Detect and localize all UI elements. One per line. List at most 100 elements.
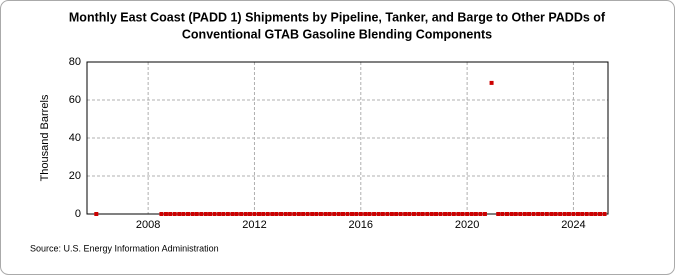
point: [212, 212, 217, 216]
point: [558, 212, 563, 216]
point: [163, 212, 168, 216]
point: [531, 212, 536, 216]
point: [230, 212, 235, 216]
point: [473, 212, 478, 216]
point: [398, 212, 403, 216]
point: [509, 212, 514, 216]
point: [310, 212, 315, 216]
point: [489, 80, 494, 85]
point: [177, 212, 182, 216]
point: [358, 212, 363, 216]
y-axis-label: Thousand Barrels: [39, 94, 51, 181]
point: [296, 212, 301, 216]
point: [380, 212, 385, 216]
point: [287, 212, 292, 216]
y-tick-label: 40: [69, 132, 81, 144]
point: [372, 212, 377, 216]
point: [354, 212, 359, 216]
point: [279, 212, 284, 216]
source-note: Source: U.S. Energy Information Administ…: [30, 243, 219, 253]
point: [549, 212, 554, 216]
point: [221, 212, 226, 216]
point: [256, 212, 261, 216]
point: [168, 212, 173, 216]
x-tick-label: 2008: [136, 219, 160, 231]
point: [403, 212, 408, 216]
point: [385, 212, 390, 216]
point: [363, 212, 368, 216]
point: [270, 212, 275, 216]
point: [447, 212, 452, 216]
point: [518, 212, 523, 216]
point: [172, 212, 177, 216]
point: [94, 212, 99, 216]
point: [598, 212, 603, 216]
point: [536, 212, 541, 216]
point: [159, 212, 164, 216]
x-tick-label: 2024: [561, 219, 585, 231]
point: [350, 212, 355, 216]
point: [323, 212, 328, 216]
point: [305, 212, 310, 216]
point: [340, 212, 345, 216]
point: [438, 212, 443, 216]
point: [482, 212, 487, 216]
point: [443, 212, 448, 216]
point: [194, 212, 199, 216]
point: [416, 212, 421, 216]
point: [544, 212, 549, 216]
point: [589, 212, 594, 216]
point: [292, 212, 297, 216]
point: [602, 212, 607, 216]
point: [394, 212, 399, 216]
point: [181, 212, 186, 216]
point: [239, 212, 244, 216]
y-tick-label: 0: [75, 208, 81, 220]
point: [527, 212, 532, 216]
chart-title: Monthly East Coast (PADD 1) Shipments by…: [69, 10, 606, 24]
point: [274, 212, 279, 216]
point: [234, 212, 239, 216]
point: [571, 212, 576, 216]
point: [425, 212, 430, 216]
point: [456, 212, 461, 216]
point: [301, 212, 306, 216]
point: [562, 212, 567, 216]
y-tick-label: 20: [69, 170, 81, 182]
point: [580, 212, 585, 216]
point: [252, 212, 257, 216]
point: [261, 212, 266, 216]
point: [376, 212, 381, 216]
point: [332, 212, 337, 216]
point: [345, 212, 350, 216]
point: [199, 212, 204, 216]
point: [318, 212, 323, 216]
point: [327, 212, 332, 216]
x-tick-label: 2016: [349, 219, 373, 231]
x-tick-label: 2012: [242, 219, 266, 231]
point: [225, 212, 230, 216]
y-tick-label: 60: [69, 94, 81, 106]
point: [496, 212, 501, 216]
point: [190, 212, 195, 216]
point: [553, 212, 558, 216]
point: [465, 212, 470, 216]
point: [540, 212, 545, 216]
point: [243, 212, 248, 216]
point: [478, 212, 483, 216]
point: [469, 212, 474, 216]
point: [314, 212, 319, 216]
point: [434, 212, 439, 216]
point: [429, 212, 434, 216]
point: [575, 212, 580, 216]
point: [367, 212, 372, 216]
point: [460, 212, 465, 216]
point: [389, 212, 394, 216]
point: [593, 212, 598, 216]
point: [203, 212, 208, 216]
point: [247, 212, 252, 216]
chart-title: Conventional GTAB Gasoline Blending Comp…: [182, 27, 492, 41]
point: [500, 212, 505, 216]
point: [283, 212, 288, 216]
